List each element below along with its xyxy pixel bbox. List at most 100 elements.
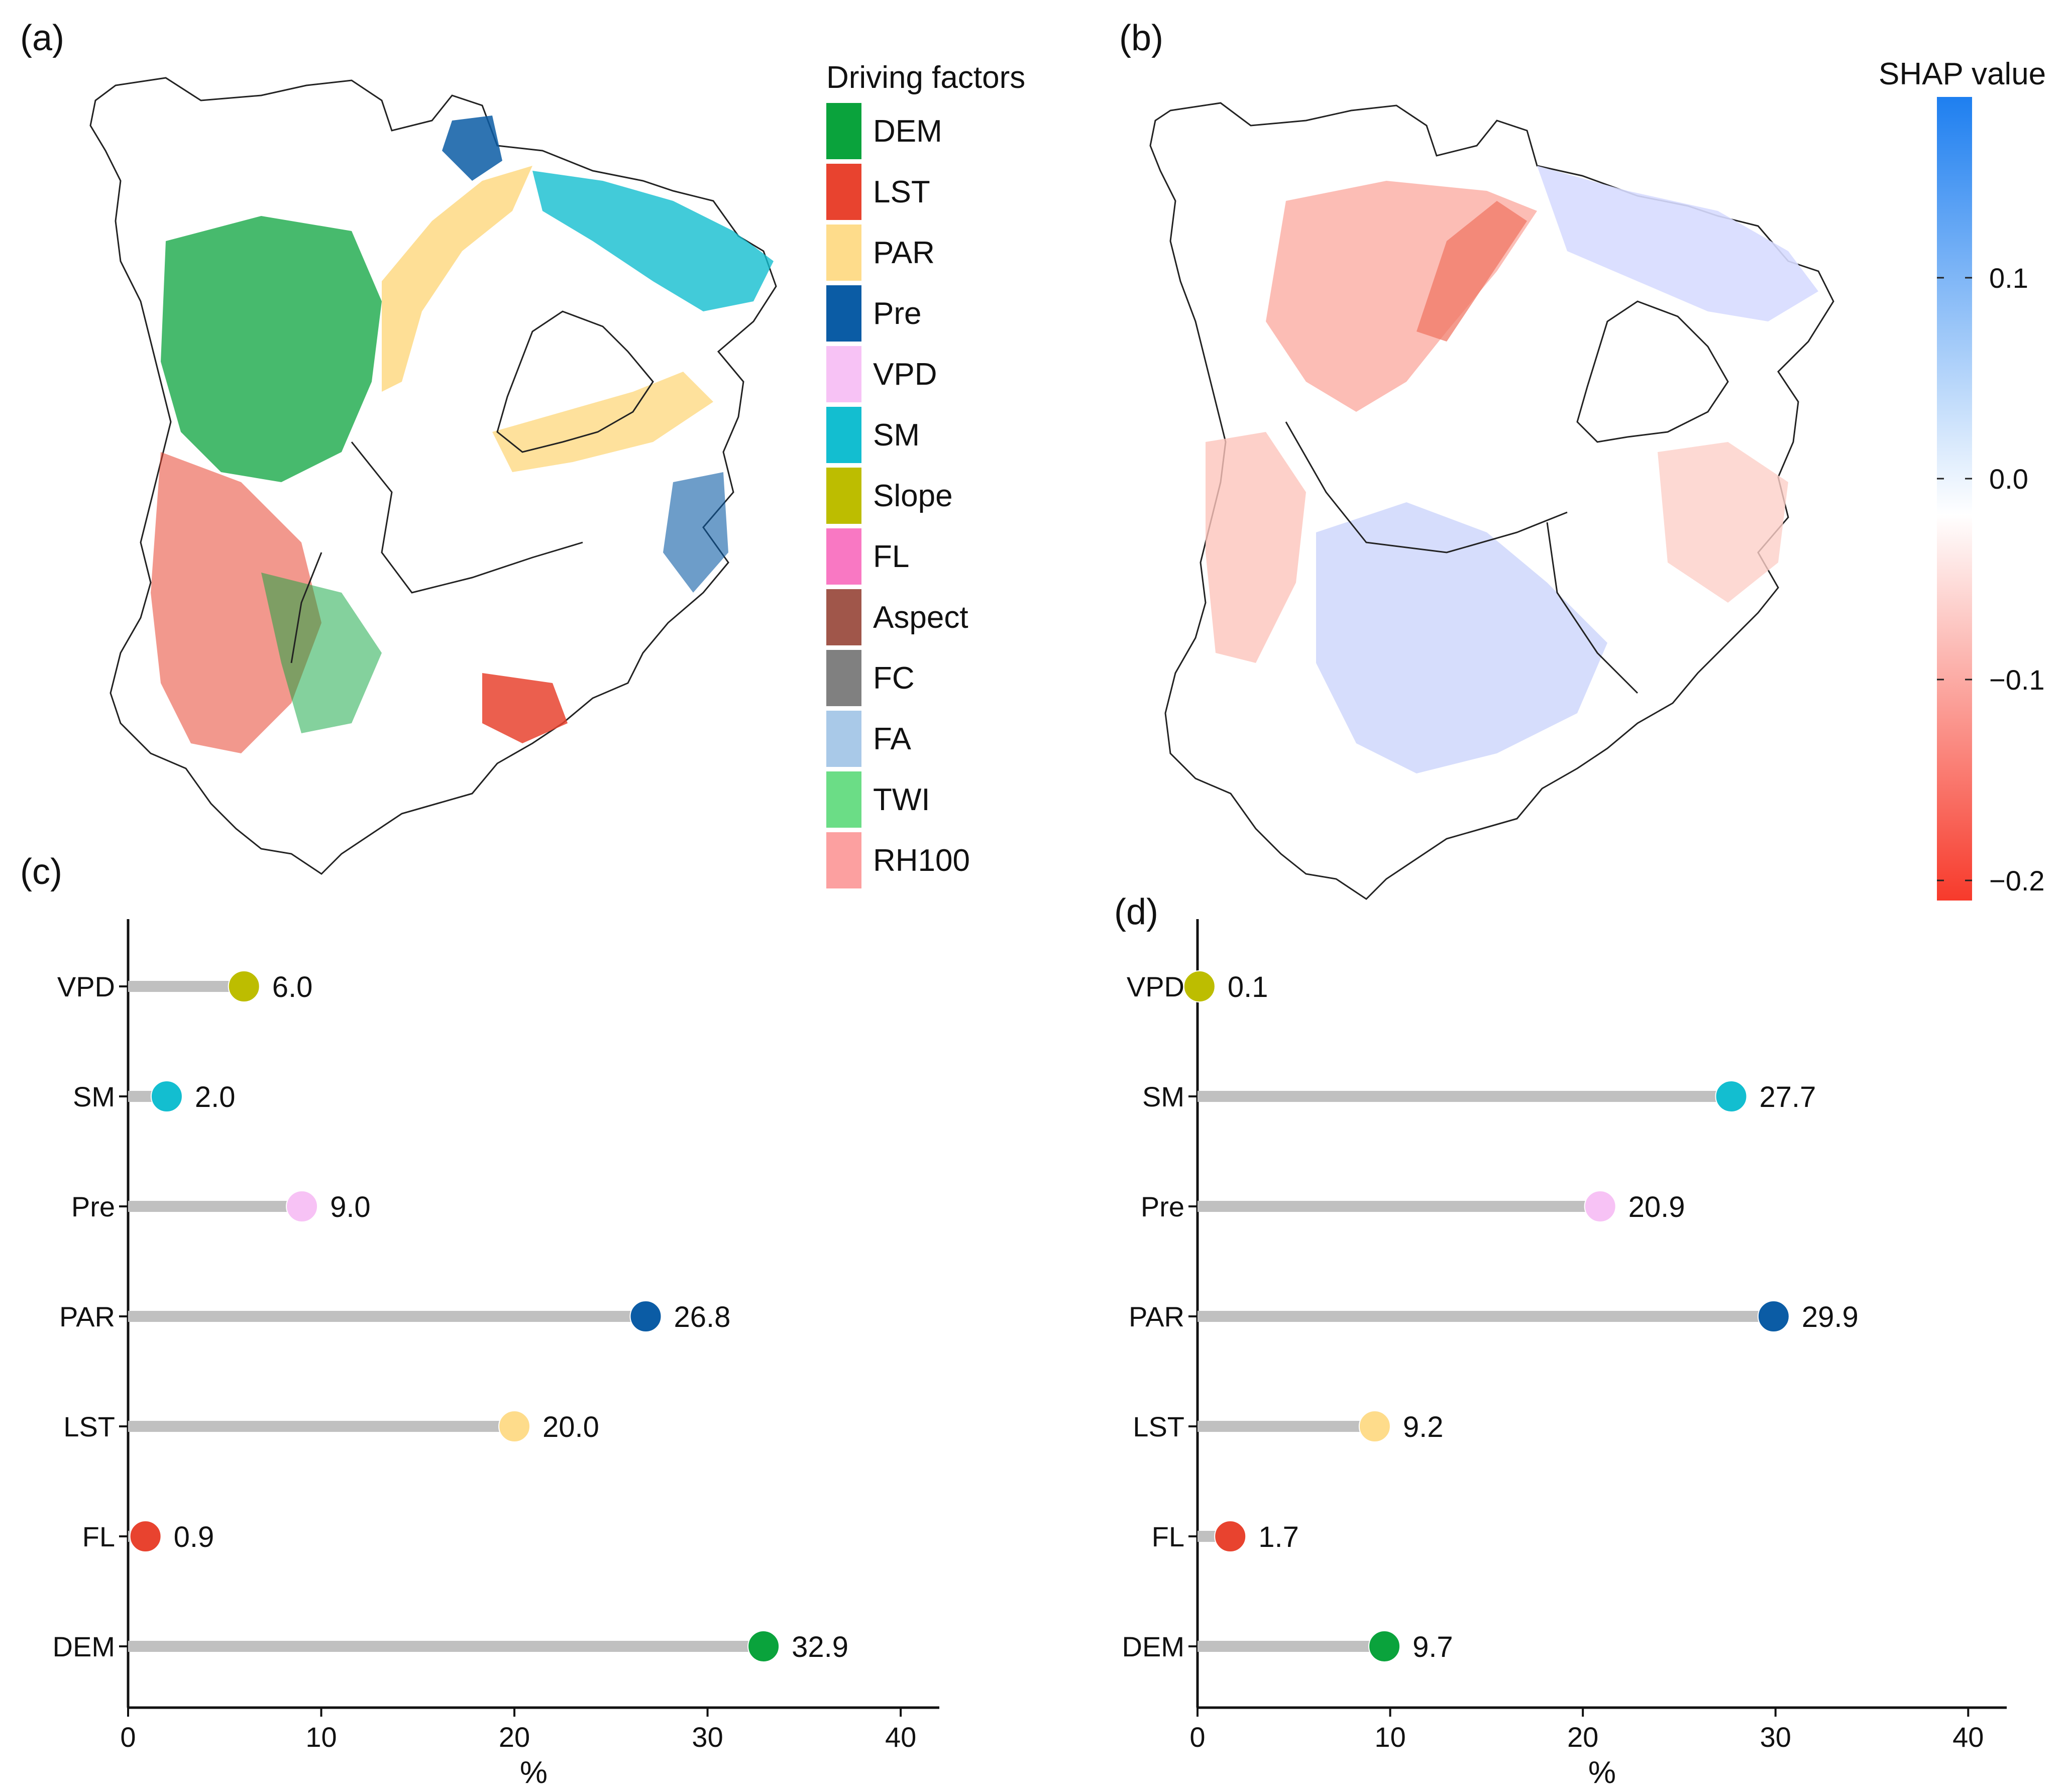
x-tick-label: 40 xyxy=(885,1721,916,1753)
x-tick-label: 20 xyxy=(1567,1721,1598,1753)
x-tick-label: 0 xyxy=(120,1721,136,1753)
colorbar-tick-label: 0.1 xyxy=(1989,262,2028,294)
category-label-sm: SM xyxy=(1142,1081,1184,1112)
legend-swatch-par xyxy=(826,225,861,281)
x-tick-label: 30 xyxy=(692,1721,723,1753)
category-label-fl: FL xyxy=(1152,1521,1184,1552)
map-a-dem-zone xyxy=(161,216,382,482)
map-a-dem-zone-south xyxy=(261,573,382,733)
legend-label-lst: LST xyxy=(873,175,930,209)
colorbar-tick-label: −0.2 xyxy=(1989,865,2045,897)
value-label-pre: 9.0 xyxy=(330,1191,371,1223)
colorbar-tick-label: 0.0 xyxy=(1989,463,2028,495)
lollipop-dot-vpd xyxy=(1183,970,1216,1002)
map-shap-values xyxy=(1149,102,1834,900)
legend-swatch-dem xyxy=(826,103,861,159)
value-label-dem: 9.7 xyxy=(1412,1631,1453,1663)
category-label-par: PAR xyxy=(1129,1301,1184,1332)
lollipop-dot-sm xyxy=(150,1080,183,1112)
legend-driving-factors: Driving factors DEM LST PAR Pre VPD SM Slope FL… xyxy=(826,60,1025,888)
colorbar-tick-label: −0.1 xyxy=(1989,664,2045,696)
legend-label-fl: FL xyxy=(873,539,909,574)
legend-label-aspect: Aspect xyxy=(873,600,968,635)
map-a-province-boundaries xyxy=(290,310,654,663)
value-label-par: 29.9 xyxy=(1802,1301,1859,1333)
lollipop-dot-par xyxy=(1757,1300,1790,1332)
category-label-par: PAR xyxy=(59,1301,115,1332)
legend-label-fa: FA xyxy=(873,722,911,756)
legend-swatch-fc xyxy=(826,650,861,706)
map-b-positive-zone-north xyxy=(1537,166,1818,321)
category-label-dem: DEM xyxy=(1122,1631,1184,1662)
x-tick-label: 20 xyxy=(499,1721,530,1753)
legend-label-fc: FC xyxy=(873,661,915,696)
map-driving-factors xyxy=(89,77,777,875)
map-b-negative-zone-west xyxy=(1206,432,1306,663)
legend-swatch-vpd xyxy=(826,346,861,402)
value-label-sm: 2.0 xyxy=(195,1081,236,1113)
map-b-negative-zone-east xyxy=(1658,442,1788,603)
map-a-par-zone xyxy=(382,166,532,392)
value-label-pre: 20.9 xyxy=(1628,1191,1685,1223)
legend-label-twi: TWI xyxy=(873,782,930,817)
category-label-fl: FL xyxy=(82,1521,115,1552)
lollipop-dot-lst xyxy=(1358,1410,1391,1442)
lollipop-chart-c: 0 10 20 30 40% VPD 6.0 SM 2.0 Pre 9.0 PAR 26.8 LST 20.… xyxy=(53,919,939,1790)
lollipop-dot-fl xyxy=(1214,1520,1247,1552)
legend-title: Driving factors xyxy=(826,60,1025,95)
legend-swatch-sm xyxy=(826,407,861,463)
x-axis-label: % xyxy=(520,1755,548,1790)
category-label-sm: SM xyxy=(73,1081,115,1112)
map-a-lst-zone xyxy=(151,452,321,753)
lollipop-dot-vpd xyxy=(228,970,260,1002)
legend-label-dem: DEM xyxy=(873,114,942,149)
lollipop-dot-par xyxy=(629,1300,662,1332)
legend-swatch-fl xyxy=(826,528,861,585)
lollipop-chart-d: 0 10 20 30 40% VPD 0.1 SM 27.7 Pre 20.9 PAR 29.9 LST 9… xyxy=(1122,919,2007,1790)
lollipop-dot-dem xyxy=(747,1630,780,1662)
x-tick-label: 30 xyxy=(1760,1721,1791,1753)
value-label-lst: 20.0 xyxy=(542,1411,599,1443)
legend-swatch-twi xyxy=(826,771,861,828)
legend-swatch-aspect xyxy=(826,589,861,645)
legend-label-par: PAR xyxy=(873,236,935,270)
map-b-province-boundaries xyxy=(1285,300,1729,694)
lollipop-dot-dem xyxy=(1368,1630,1401,1662)
x-tick-label: 40 xyxy=(1952,1721,1984,1753)
x-tick-label: 10 xyxy=(1374,1721,1405,1753)
legend-label-slope: Slope xyxy=(873,479,953,513)
colorbar-title: SHAP value xyxy=(1879,57,2046,91)
category-label-pre: Pre xyxy=(71,1191,115,1222)
legend-swatch-pre xyxy=(826,285,861,342)
panel-label-b: (b) xyxy=(1119,18,1163,58)
legend-swatch-slope xyxy=(826,468,861,524)
map-a-pre-zone-se xyxy=(663,472,728,593)
panel-label-a: (a) xyxy=(20,18,64,58)
map-b-positive-zone-south xyxy=(1316,502,1607,773)
category-label-vpd: VPD xyxy=(57,971,115,1002)
category-label-vpd: VPD xyxy=(1127,971,1184,1002)
category-label-lst: LST xyxy=(63,1411,115,1442)
legend-label-vpd: VPD xyxy=(873,357,937,392)
category-label-lst: LST xyxy=(1133,1411,1184,1442)
value-label-dem: 32.9 xyxy=(792,1631,848,1663)
lollipop-dot-pre xyxy=(1584,1190,1616,1222)
value-label-sm: 27.7 xyxy=(1759,1081,1816,1113)
panel-label-c: (c) xyxy=(20,852,62,892)
map-b-negative-core xyxy=(1417,201,1527,342)
map-a-pre-zone xyxy=(442,116,502,181)
colorbar-gradient xyxy=(1937,97,1972,901)
lollipop-dot-sm xyxy=(1715,1080,1748,1112)
x-axis-label: % xyxy=(1588,1755,1616,1790)
legend-swatch-fa xyxy=(826,711,861,767)
value-label-fl: 0.9 xyxy=(174,1521,214,1553)
legend-label-sm: SM xyxy=(873,418,920,453)
map-a-par-zone-east xyxy=(492,372,713,472)
legend-swatch-lst xyxy=(826,164,861,220)
category-label-pre: Pre xyxy=(1141,1191,1184,1222)
map-a-sm-zone xyxy=(532,171,774,311)
category-label-dem: DEM xyxy=(53,1631,115,1662)
value-label-vpd: 0.1 xyxy=(1228,971,1268,1003)
lollipop-dot-fl xyxy=(129,1520,162,1552)
